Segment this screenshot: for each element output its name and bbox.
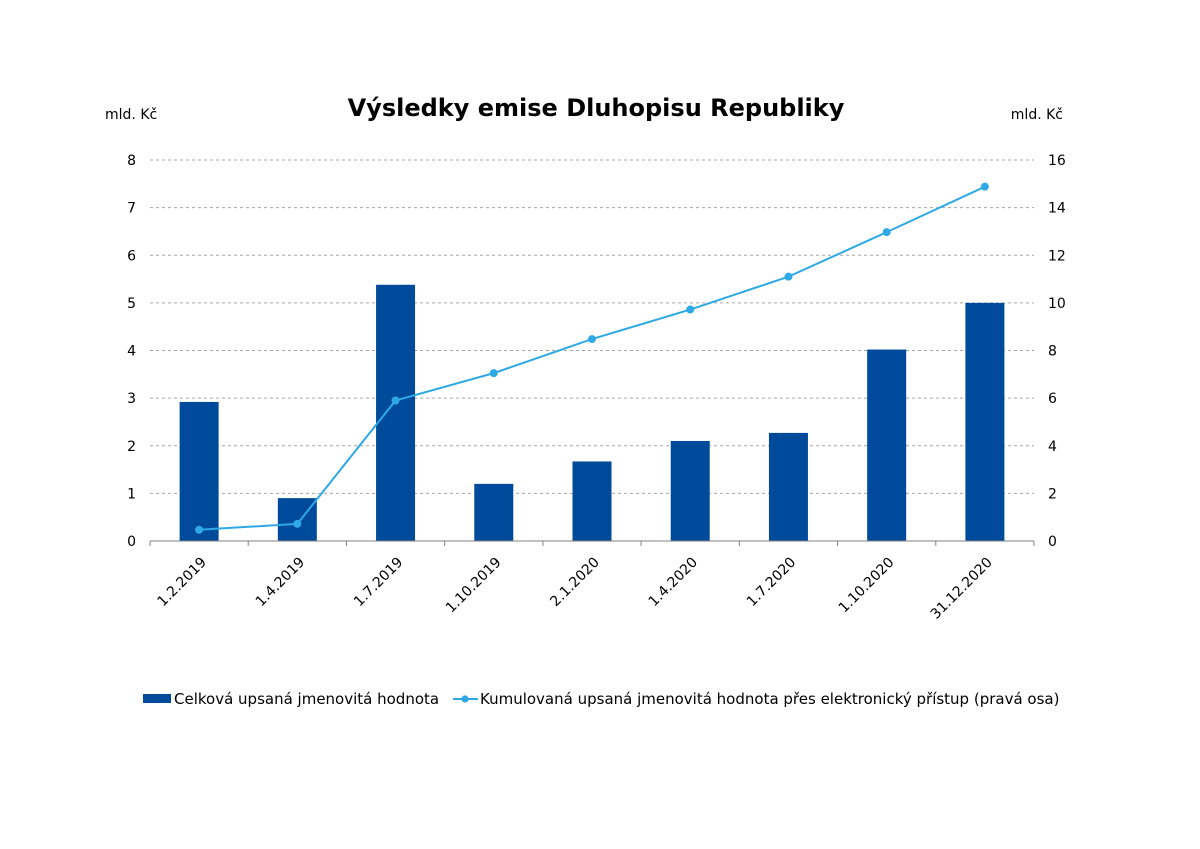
line-point bbox=[293, 519, 302, 528]
left-axis-unit: mld. Kč bbox=[105, 107, 157, 123]
bar bbox=[867, 349, 907, 541]
x-tick-label: 1.10.2020 bbox=[836, 555, 898, 617]
x-tick-label: 1.4.2019 bbox=[253, 555, 308, 610]
line-point bbox=[489, 369, 498, 378]
y-left-tick-label: 3 bbox=[127, 391, 136, 407]
legend: Celková upsaná jmenovitá hodnota Kumulov… bbox=[143, 690, 1059, 708]
line-point bbox=[195, 525, 204, 534]
y-left-tick-label: 6 bbox=[127, 248, 136, 264]
right-axis-unit: mld. Kč bbox=[1011, 107, 1063, 123]
y-left-tick-label: 1 bbox=[127, 486, 136, 502]
bar bbox=[474, 483, 514, 541]
line-point bbox=[784, 272, 793, 281]
x-tick-label: 2.1.2020 bbox=[547, 555, 602, 610]
y-right-tick-label: 10 bbox=[1048, 296, 1066, 312]
bar bbox=[965, 302, 1005, 541]
bar bbox=[376, 284, 416, 541]
y-left-tick-label: 7 bbox=[127, 201, 136, 217]
legend-bar-label: Celková upsaná jmenovitá hodnota bbox=[174, 690, 439, 708]
y-right-tick-label: 2 bbox=[1048, 486, 1057, 502]
y-left-tick-label: 0 bbox=[127, 534, 136, 550]
bar-series bbox=[179, 284, 1005, 541]
line-point bbox=[882, 228, 891, 237]
line-point bbox=[686, 305, 695, 314]
x-tick-label: 1.2.2019 bbox=[155, 555, 210, 610]
legend-line-label: Kumulovaná upsaná jmenovitá hodnota přes… bbox=[480, 690, 1059, 708]
line-point bbox=[391, 396, 400, 405]
y-right-tick-label: 14 bbox=[1048, 201, 1066, 217]
x-tick-label: 1.7.2019 bbox=[351, 555, 406, 610]
y-left-tick-label: 8 bbox=[127, 153, 136, 169]
y-right-tick-label: 6 bbox=[1048, 391, 1057, 407]
x-tick-label: 31.12.2020 bbox=[928, 555, 996, 623]
y-left-tick-label: 2 bbox=[127, 439, 136, 455]
legend-line-marker bbox=[461, 695, 469, 703]
y-right-tick-label: 8 bbox=[1048, 344, 1057, 360]
y-right-tick-label: 16 bbox=[1048, 153, 1066, 169]
y-right-tick-label: 4 bbox=[1048, 439, 1057, 455]
bar bbox=[179, 401, 219, 541]
line-series bbox=[195, 182, 989, 534]
bar bbox=[277, 498, 317, 541]
y-right-tick-label: 12 bbox=[1048, 248, 1066, 264]
y-left-tick-label: 5 bbox=[127, 296, 136, 312]
x-tick-label: 1.7.2020 bbox=[744, 555, 799, 610]
bar bbox=[572, 461, 612, 541]
x-tick-label: 1.4.2020 bbox=[646, 555, 701, 610]
legend-bar-swatch bbox=[143, 694, 171, 703]
axes bbox=[149, 540, 1035, 546]
line-point bbox=[980, 182, 989, 191]
x-tick-label: 1.10.2019 bbox=[443, 555, 505, 617]
line-point bbox=[588, 335, 596, 344]
bar bbox=[768, 432, 808, 541]
chart-title: Výsledky emise Dluhopisu Republiky bbox=[348, 94, 845, 122]
y-right-tick-label: 0 bbox=[1048, 534, 1057, 550]
bar bbox=[670, 440, 710, 541]
y-left-tick-label: 4 bbox=[127, 344, 136, 360]
